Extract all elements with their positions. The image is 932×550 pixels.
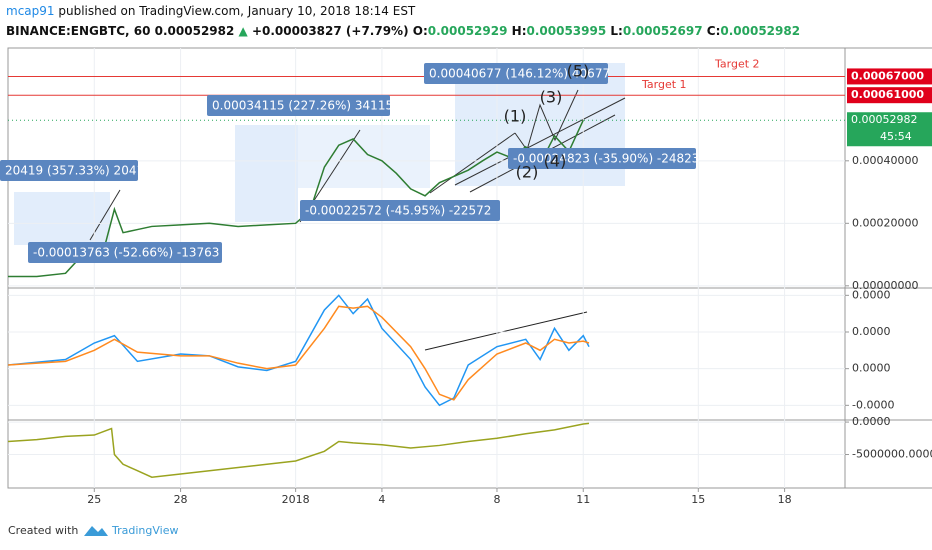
h-label: H:: [511, 24, 527, 38]
y-tick-label: 0.0000: [852, 325, 891, 338]
series-line: [8, 119, 584, 278]
l-label: L:: [610, 24, 623, 38]
header-line-2: BINANCE:ENGBTC, 60 0.00052982 ▲ +0.00003…: [6, 24, 800, 38]
annotation-text: 0.00034115 (227.26%) 34115: [212, 99, 393, 113]
annotation-box: [207, 95, 390, 116]
target-1-label: Target 1: [641, 78, 687, 91]
countdown: 45:54: [880, 130, 912, 143]
close: 0.00052982: [720, 24, 801, 38]
range-box: [235, 125, 298, 222]
published: published on TradingView.com, January 10…: [58, 4, 416, 18]
y-tick-label: -0.0000: [852, 398, 894, 411]
target-price-label: 0.00067000: [851, 69, 924, 82]
range-box: [14, 192, 110, 245]
y-tick-label: 0.00000000: [852, 279, 918, 292]
last-price-box: [847, 112, 932, 147]
x-tick-label: 8: [493, 493, 500, 506]
annotation-box: [300, 200, 500, 221]
change: +0.00003827 (+7.79%): [251, 24, 409, 38]
annotation-box: [508, 148, 696, 169]
range-box: [298, 125, 430, 188]
up-arrow: ▲: [238, 24, 248, 38]
series-line: [7, 422, 590, 478]
symbol: BINANCE:ENGBTC, 60: [6, 24, 151, 38]
y-tick-label: 0.0000: [852, 415, 891, 428]
x-tick-label: 4: [378, 493, 385, 506]
annotation-box: [28, 242, 222, 263]
annotation-box: [0, 160, 138, 181]
annotation-text: -0.00024823 (-35.90%) -24823: [513, 152, 699, 166]
last-price-label: 0.00052982: [851, 113, 917, 126]
annotation-text: -0.00022572 (-45.95%) -22572: [305, 204, 491, 218]
high: 0.00053995: [526, 24, 607, 38]
frame: [7, 47, 932, 489]
annotation-box: [424, 63, 608, 84]
x-tick-label: 18: [778, 493, 792, 506]
y-tick-label: 0.0000: [852, 288, 891, 301]
price: 0.00052982: [154, 24, 235, 38]
y-tick-label: 0.00040000: [852, 154, 918, 167]
footer-brand: TradingView: [111, 524, 178, 537]
target-price-box: [847, 68, 932, 85]
trend-line: [429, 132, 516, 194]
macd-trend-line: [424, 311, 588, 351]
series-line: [7, 294, 590, 407]
o-label: O:: [412, 24, 428, 38]
author[interactable]: mcap91: [6, 4, 55, 18]
x-tick-label: 2018: [282, 493, 310, 506]
annotation-text: 0.00040677 (146.12%) 40677: [429, 67, 610, 81]
wave-label: (5): [567, 62, 590, 81]
wave-label: (3): [540, 88, 563, 107]
wave-label: (4): [544, 152, 567, 171]
x-tick-label: 11: [576, 493, 590, 506]
wave-label: (2): [516, 163, 539, 182]
annotation-text: -0.00013763 (-52.66%) -13763: [33, 246, 219, 260]
open: 0.00052929: [427, 24, 508, 38]
header-line-1: mcap91 published on TradingView.com, Jan…: [6, 4, 415, 18]
y-tick-label: -5000000.0000: [852, 448, 932, 461]
target-price-box: [847, 87, 932, 104]
target-2-label: Target 2: [714, 57, 760, 70]
wave-line: [514, 89, 579, 152]
x-tick-label: 15: [691, 493, 705, 506]
wave-label: (1): [504, 107, 527, 126]
trend-line: [89, 189, 121, 241]
target-price-label: 0.00061000: [851, 88, 924, 101]
c-label: C:: [706, 24, 721, 38]
brand-logo: [84, 526, 108, 536]
low: 0.00052697: [622, 24, 703, 38]
y-tick-label: 0.00020000: [852, 216, 918, 229]
series-line: [7, 305, 590, 401]
annotation-text: 20419 (357.33%) 20419: [5, 164, 152, 178]
x-tick-label: 28: [174, 493, 188, 506]
footer-created: Created with: [8, 524, 78, 537]
trend-line: [454, 97, 626, 186]
y-tick-label: 0.0000: [852, 362, 891, 375]
x-tick-label: 25: [87, 493, 101, 506]
